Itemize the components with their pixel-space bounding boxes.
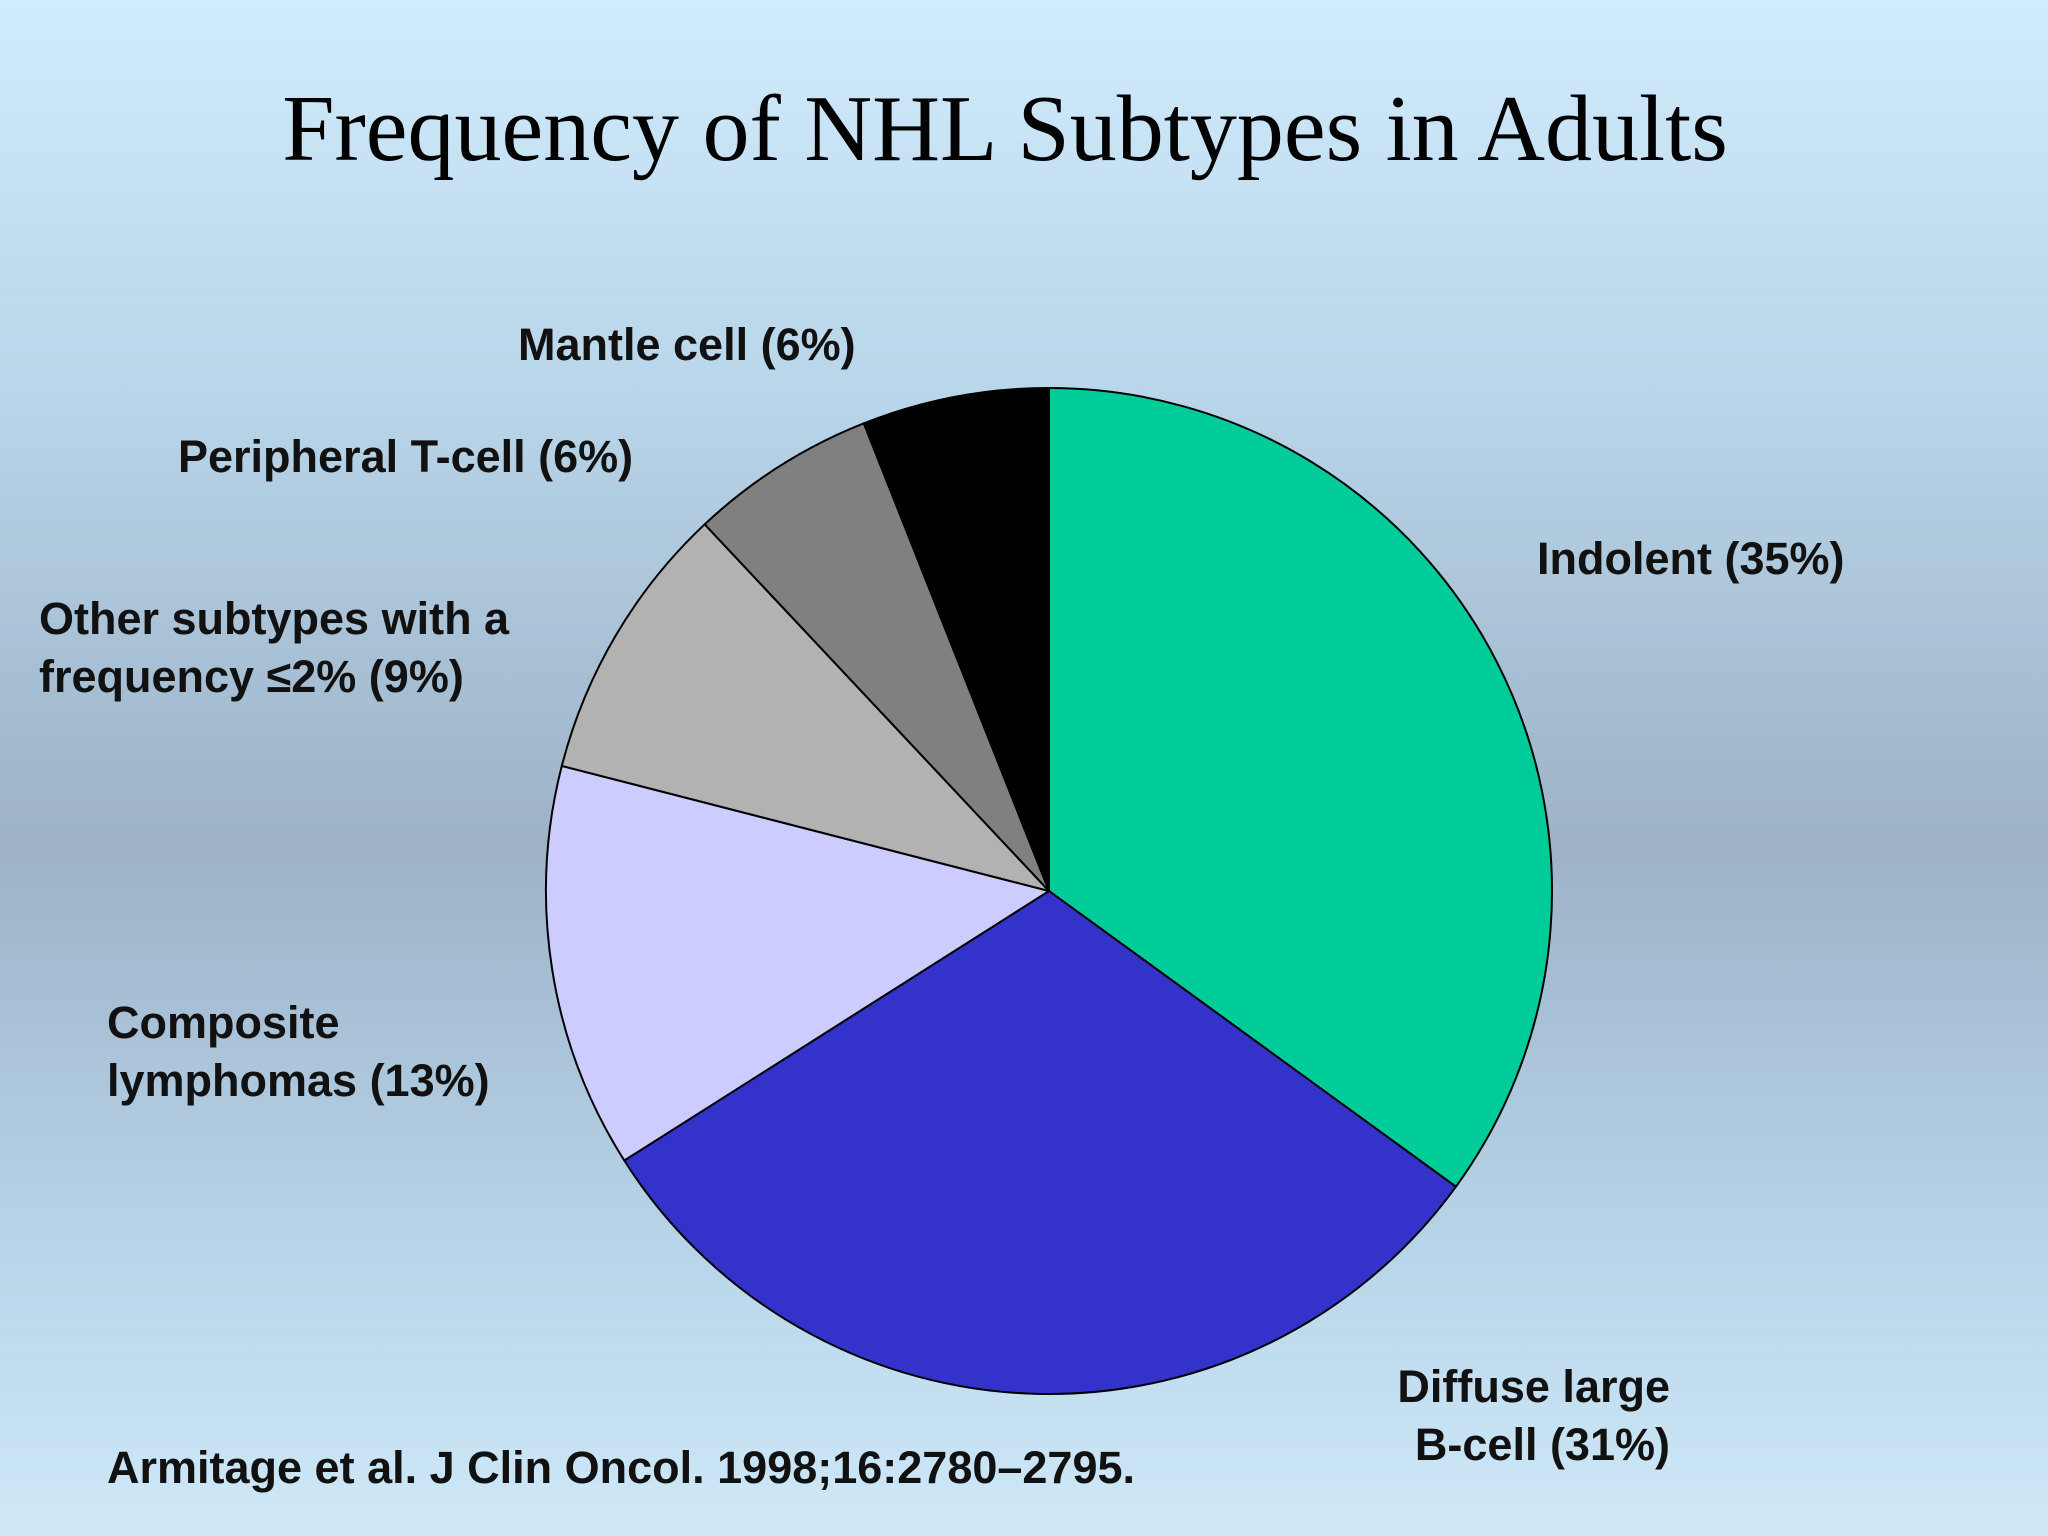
pie-slice bbox=[560, 522, 1053, 893]
pie-slice bbox=[703, 422, 1050, 892]
pie-slice bbox=[862, 386, 1050, 892]
slice-label: Peripheral T-cell (6%) bbox=[178, 431, 634, 482]
pie-slice bbox=[622, 889, 1458, 1395]
pie-slice bbox=[1048, 386, 1554, 1189]
slice-label: Indolent (35%) bbox=[1537, 533, 1845, 584]
slice-label: Diffuse large B-cell (31%) bbox=[1397, 1361, 1670, 1470]
pie-slice bbox=[545, 764, 1052, 1162]
source-note: Armitage et al. J Clin Oncol. 1998;16:27… bbox=[107, 1442, 1136, 1493]
chart-title: Frequency of NHL Subtypes in Adults bbox=[282, 77, 1728, 181]
slice-label: Mantle cell (6%) bbox=[518, 319, 856, 370]
slice-label: Other subtypes with a frequency ≤2% (9%) bbox=[39, 593, 510, 702]
slice-label: Composite lymphomas (13%) bbox=[107, 997, 490, 1106]
